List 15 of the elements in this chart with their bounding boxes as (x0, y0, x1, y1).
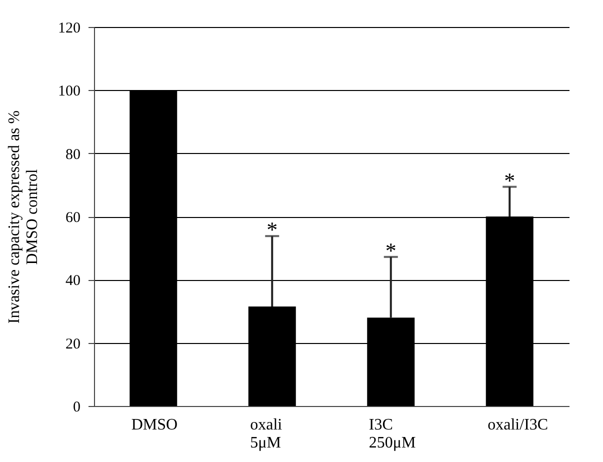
x-tick-label: I3C 250μM (368, 416, 416, 452)
y-tick-label: 40 (66, 273, 80, 290)
y-tick-label: 60 (66, 210, 80, 226)
y-tick-label: 0 (73, 400, 80, 416)
y-tick-label: 20 (66, 336, 80, 352)
y-tick-label: 80 (66, 146, 80, 163)
x-tick-label: oxali/I3C (488, 416, 548, 434)
annotation: * (266, 217, 278, 242)
annotation: * (385, 238, 396, 263)
y-tick-label: 120 (58, 20, 80, 36)
x-tick-label: oxali 5μM (250, 416, 283, 452)
annotation: * (504, 168, 516, 193)
y-tick-label: 100 (58, 84, 80, 100)
y-axis-title: Invasive capacity expressed as % DMSO control (6, 110, 41, 324)
x-tick-label: DMSO (131, 416, 178, 434)
